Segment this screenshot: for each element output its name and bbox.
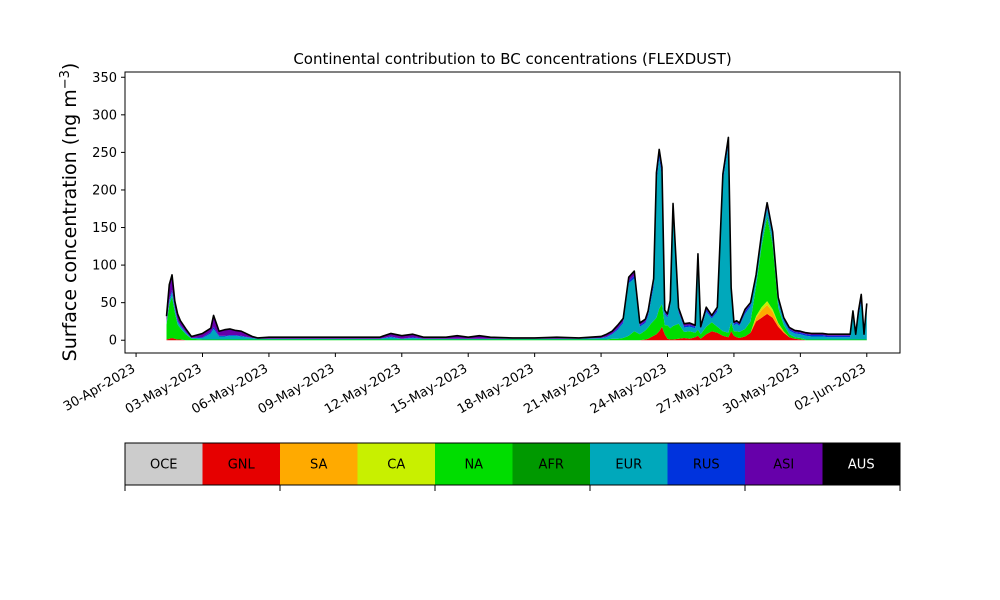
- legend-label: AFR: [539, 458, 564, 473]
- y-axis-label-close: ): [59, 63, 81, 70]
- legend-label: RUS: [693, 458, 720, 473]
- y-axis-label-exponent: −3: [58, 70, 73, 89]
- legend-item-gnl: GNL: [202, 443, 280, 485]
- legend-swatch: [667, 443, 745, 485]
- legend-swatch: [125, 443, 203, 485]
- y-tick-label: 350: [92, 71, 117, 86]
- legend-label: AUS: [848, 458, 875, 473]
- legend-colorbar: OCE GNL SA CA NA AFR EUR RUS ASI AUS: [124, 442, 901, 491]
- legend-label: ASI: [773, 458, 794, 473]
- legend-swatch: [590, 443, 668, 485]
- legend-label: SA: [310, 458, 327, 473]
- y-tick-label: 50: [100, 296, 117, 311]
- legend-swatch: [822, 443, 900, 485]
- legend-label: CA: [387, 458, 405, 473]
- legend-item-aus: AUS: [822, 443, 900, 485]
- x-tick-label: 02-Jun-2023: [792, 361, 869, 414]
- legend-frame: [124, 442, 901, 486]
- total-outline-line: [165, 136, 868, 339]
- y-axis-label-text: Surface concentration (ng m: [59, 89, 81, 361]
- legend-label: OCE: [150, 458, 178, 473]
- series-area-eur: [166, 144, 867, 340]
- legend-item-oce: OCE: [125, 443, 203, 485]
- y-tick-label: 250: [92, 146, 117, 161]
- y-axis-label: Surface concentration (ng m−3): [58, 63, 81, 362]
- legend-swatch: [357, 443, 435, 485]
- plot-frame: [124, 71, 901, 354]
- legend-swatch: [512, 443, 590, 485]
- series-layer: [165, 136, 868, 341]
- legend-swatch: [280, 443, 358, 485]
- legend-swatch: [202, 443, 280, 485]
- legend-item-eur: EUR: [590, 443, 668, 485]
- legend-label: NA: [464, 458, 483, 473]
- legend-item-afr: AFR: [512, 443, 590, 485]
- legend-item-ca: CA: [357, 443, 435, 485]
- legend-label: GNL: [228, 458, 256, 473]
- legend-item-sa: SA: [280, 443, 358, 485]
- y-tick-label: 300: [92, 108, 117, 123]
- y-tick-label: 100: [92, 259, 117, 274]
- y-tick-label: 150: [92, 221, 117, 236]
- legend-swatch: [435, 443, 513, 485]
- chart-title: Continental contribution to BC concentra…: [293, 50, 731, 68]
- y-tick-label: 200: [92, 183, 117, 198]
- legend-item-rus: RUS: [667, 443, 745, 485]
- y-tick-label: 0: [109, 334, 117, 349]
- legend-label: EUR: [615, 458, 642, 473]
- legend-item-na: NA: [435, 443, 513, 485]
- legend-item-asi: ASI: [745, 443, 823, 485]
- legend-swatch: [745, 443, 823, 485]
- series-area-gnl: [166, 313, 867, 341]
